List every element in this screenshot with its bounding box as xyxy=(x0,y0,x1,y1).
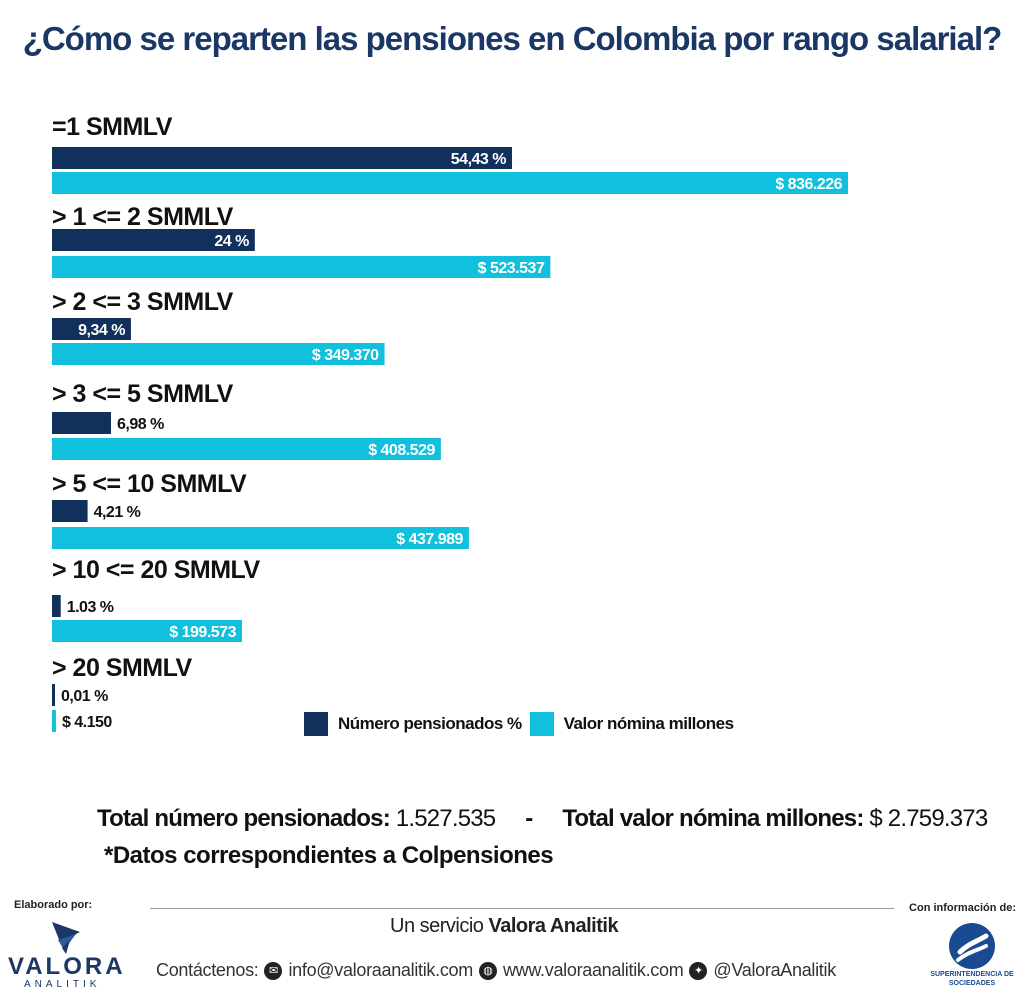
service-line: Un servicio Valora Analitik xyxy=(390,915,619,938)
bar-count xyxy=(52,318,131,340)
legend-label-count: Número pensionados % xyxy=(338,714,522,733)
category-label: > 5 <= 10 SMMLV xyxy=(52,470,247,498)
valora-logo-sub: ANALITIK xyxy=(24,979,101,990)
legend-label-value: Valor nómina millones xyxy=(563,714,734,733)
contact-email[interactable]: info@valoraanalitik.com xyxy=(288,960,473,980)
twitter-icon: ✦ xyxy=(689,961,708,980)
category-label: > 20 SMMLV xyxy=(52,654,193,682)
bar-count xyxy=(52,684,55,706)
globe-icon: ◍ xyxy=(478,961,497,980)
data-label-value: $ 349.370 xyxy=(312,347,379,364)
made-by-label: Elaborado por: xyxy=(14,899,93,911)
data-label-value: $ 4.150 xyxy=(62,714,112,731)
data-label-count: 9,34 % xyxy=(78,322,125,339)
legend-item-count: Número pensionados % xyxy=(304,712,522,736)
category-label: > 1 <= 2 SMMLV xyxy=(52,203,234,231)
data-label-count: 6,98 % xyxy=(117,416,164,433)
bar-count xyxy=(52,500,88,522)
source-note: *Datos correspondientes a Colpensiones xyxy=(104,842,554,869)
contact-label: Contáctenos: xyxy=(156,960,259,980)
service-brand: Valora Analitik xyxy=(488,915,619,937)
bar-count xyxy=(52,412,111,434)
data-label-value: $ 199.573 xyxy=(169,624,236,641)
bar-value xyxy=(52,343,385,365)
contact-line: Contáctenos: ✉ info@valoraanalitik.com ◍… xyxy=(156,960,836,981)
legend: Número pensionados % Valor nómina millon… xyxy=(304,712,734,736)
contact-twitter[interactable]: @ValoraAnalitik xyxy=(713,960,836,980)
data-label-value: $ 437.989 xyxy=(396,531,463,548)
data-label-count: 24 % xyxy=(214,233,249,250)
data-label-count: 0,01 % xyxy=(61,688,108,705)
valora-logo-name: VALORA xyxy=(8,953,126,980)
category-label: > 10 <= 20 SMMLV xyxy=(52,556,260,584)
bar-value xyxy=(52,527,469,549)
bar-value xyxy=(52,172,848,194)
bar-value xyxy=(52,710,56,732)
legend-swatch-value xyxy=(529,712,554,736)
bar-value xyxy=(52,256,551,278)
data-label-value: $ 523.537 xyxy=(478,260,545,277)
totals-line: Total número pensionados: 1.527.535 - To… xyxy=(97,805,988,833)
totals-separator: - xyxy=(525,805,533,832)
valora-logo-icon xyxy=(52,922,80,954)
bar-count xyxy=(52,595,61,617)
bar-count xyxy=(52,147,512,169)
footer-divider xyxy=(150,908,894,909)
category-label: > 3 <= 5 SMMLV xyxy=(52,380,234,408)
data-label-count: 1.03 % xyxy=(67,599,114,616)
superintendencia-logo-name: SUPERINTENDENCIA DE SOCIEDADES xyxy=(930,971,1014,987)
email-icon: ✉ xyxy=(264,961,283,980)
data-label-value: $ 836.226 xyxy=(775,176,842,193)
data-label-count: 4,21 % xyxy=(94,504,141,521)
superintendencia-logo-icon xyxy=(949,923,995,969)
info-from-label: Con información de: xyxy=(909,902,1016,914)
chart-title: ¿Cómo se reparten las pensiones en Colom… xyxy=(22,20,1003,57)
service-prefix: Un servicio xyxy=(390,915,484,937)
data-label-value: $ 408.529 xyxy=(368,442,435,459)
bar-chart: =1 SMMLV 54,43 % $ 836.226 > 1 <= 2 SMMLV 24… xyxy=(52,113,848,732)
total-payroll-label: Total valor nómina millones: xyxy=(562,805,864,832)
total-pensioners-value: 1.527.535 xyxy=(395,805,496,832)
bar-value xyxy=(52,620,242,642)
total-pensioners-label: Total número pensionados: xyxy=(97,805,391,832)
category-label: =1 SMMLV xyxy=(52,113,173,141)
total-payroll-value: $ 2.759.373 xyxy=(869,805,988,832)
legend-item-value: Valor nómina millones xyxy=(529,712,734,736)
data-label-count: 54,43 % xyxy=(451,151,506,168)
category-label: > 2 <= 3 SMMLV xyxy=(52,288,234,316)
bar-value xyxy=(52,438,441,460)
contact-website[interactable]: www.valoraanalitik.com xyxy=(502,960,684,980)
bar-count xyxy=(52,229,255,251)
legend-swatch-count xyxy=(304,712,328,736)
